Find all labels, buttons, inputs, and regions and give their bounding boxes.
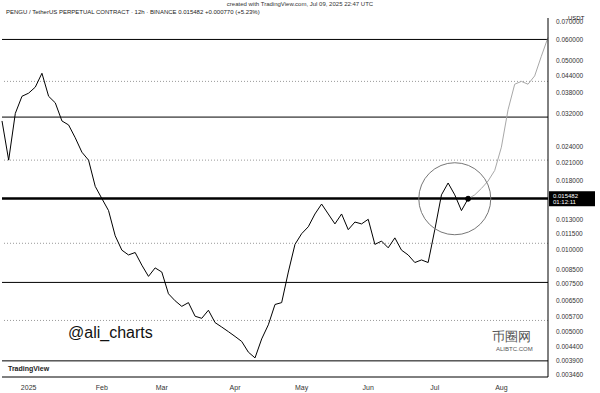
svg-text:Jul: Jul [430, 384, 439, 391]
svg-text:0.003460: 0.003460 [556, 371, 583, 378]
svg-text:0.003900: 0.003900 [556, 357, 583, 364]
svg-text:0.006500: 0.006500 [556, 297, 583, 304]
svg-text:0.024000: 0.024000 [556, 143, 583, 150]
svg-text:0.010000: 0.010000 [556, 246, 583, 253]
svg-text:0.011500: 0.011500 [556, 230, 583, 237]
svg-text:Aug: Aug [495, 384, 508, 392]
svg-text:0.021000: 0.021000 [556, 159, 583, 166]
svg-text:Apr: Apr [230, 384, 242, 392]
svg-text:01:12:11: 01:12:11 [553, 199, 577, 205]
svg-text:May: May [295, 384, 309, 392]
svg-text:0.060000: 0.060000 [556, 36, 583, 43]
svg-text:0.038000: 0.038000 [556, 89, 583, 96]
svg-text:0.013000: 0.013000 [556, 216, 583, 223]
svg-text:0.015482: 0.015482 [553, 193, 579, 199]
svg-text:0.044000: 0.044000 [556, 72, 583, 79]
svg-text:0.032000: 0.032000 [556, 110, 583, 117]
svg-text:0.004400: 0.004400 [556, 343, 583, 350]
svg-text:0.005700: 0.005700 [556, 313, 583, 320]
svg-text:Jun: Jun [363, 384, 374, 391]
svg-text:Feb: Feb [96, 384, 108, 391]
svg-text:0.007500: 0.007500 [556, 280, 583, 287]
svg-text:0.005000: 0.005000 [556, 328, 583, 335]
svg-text:0.050000: 0.050000 [556, 57, 583, 64]
svg-text:0.008500: 0.008500 [556, 266, 583, 273]
svg-text:2025: 2025 [21, 384, 37, 391]
svg-text:Mar: Mar [156, 384, 169, 391]
svg-text:0.018000: 0.018000 [556, 177, 583, 184]
